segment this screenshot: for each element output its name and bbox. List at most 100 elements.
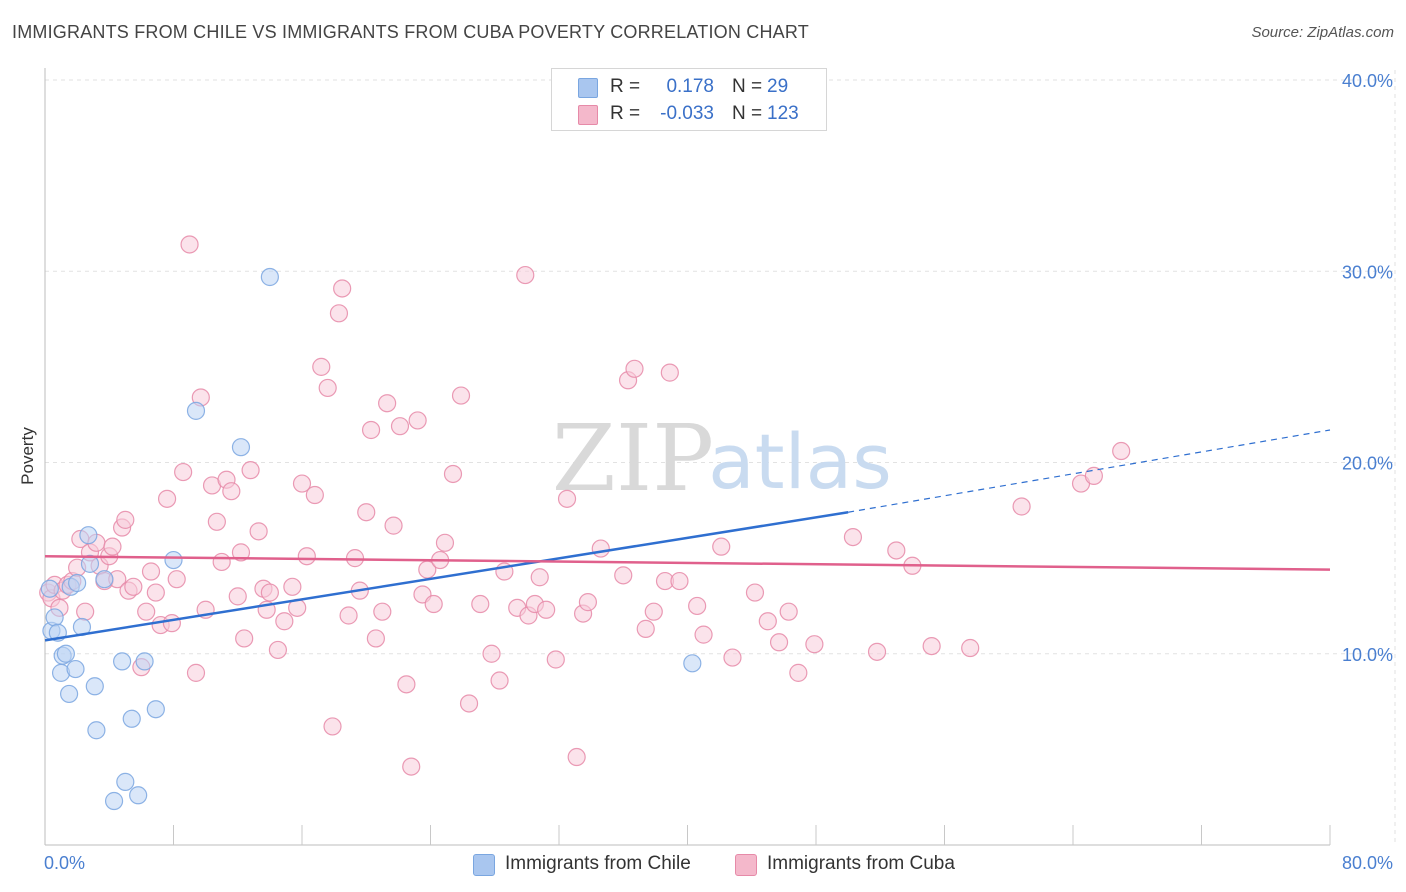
legend-r-label: R =	[610, 103, 641, 124]
legend-n-value: 29	[767, 76, 789, 97]
chile-point	[56, 644, 75, 663]
cuba-point	[268, 640, 288, 660]
cuba-point	[235, 629, 254, 648]
cuba-point	[490, 671, 509, 690]
bottom-legend-swatch-cuba	[735, 854, 757, 876]
cuba-point	[530, 568, 549, 587]
chile-trend-line	[44, 510, 849, 642]
cuba-point	[1012, 497, 1031, 516]
cuba-point	[329, 304, 349, 323]
cuba-point	[459, 694, 479, 713]
cuba-point	[758, 612, 777, 631]
cuba-point	[103, 537, 122, 556]
chile-point	[95, 570, 114, 589]
cuba-point	[333, 279, 352, 298]
chile-point	[116, 772, 135, 791]
cuba-point	[769, 633, 789, 652]
cuba-point	[887, 541, 906, 560]
cuba-point	[546, 650, 565, 669]
cuba-point	[167, 570, 186, 589]
legend-n-value: 123	[767, 103, 799, 124]
cuba-point	[141, 562, 161, 581]
chart-title: IMMIGRANTS FROM CHILE VS IMMIGRANTS FROM…	[12, 22, 809, 42]
cuba-point	[789, 663, 808, 682]
x-tick-label: 80.0%	[1342, 853, 1393, 873]
cuba-point	[180, 235, 199, 254]
cuba-point	[670, 571, 689, 591]
chile-point	[79, 526, 98, 545]
cuba-point	[805, 635, 824, 654]
legend-r-label: R =	[610, 76, 641, 97]
legend-r-value: 0.178	[666, 76, 714, 97]
y-tick-label: 30.0%	[1342, 262, 1393, 282]
cuba-point	[471, 594, 490, 614]
y-tick-label: 40.0%	[1342, 71, 1393, 91]
cuba-point	[516, 265, 535, 285]
cuba-point	[660, 363, 679, 382]
cuba-point	[76, 602, 95, 621]
cuba-point	[249, 522, 268, 541]
cuba-point	[116, 510, 135, 529]
cuba-point	[591, 539, 610, 558]
cuba-point	[1084, 466, 1103, 485]
cuba-point	[162, 614, 181, 633]
chile-point	[80, 554, 100, 573]
cuba-point	[212, 552, 231, 572]
cuba-point	[124, 577, 143, 596]
cuba-point	[390, 417, 410, 436]
chile-point	[85, 677, 104, 696]
cuba-point	[843, 527, 863, 547]
cuba-point	[283, 577, 302, 596]
bottom-legend-label-chile: Immigrants from Chile	[505, 853, 691, 874]
cuba-point	[451, 386, 471, 405]
x-tick-labels: 0.0% 80.0%	[44, 853, 1393, 873]
cuba-point	[318, 378, 337, 398]
cuba-point	[157, 489, 177, 508]
chile-point	[260, 267, 279, 287]
bottom-legend-swatch-chile	[473, 854, 495, 876]
cuba-point	[137, 602, 156, 621]
cuba-point	[292, 474, 312, 493]
y-axis-label: Poverty	[18, 427, 37, 485]
chile-point	[68, 573, 87, 593]
cuba-point	[339, 606, 358, 625]
legend-swatch-chile	[578, 78, 598, 98]
chile-point	[87, 721, 106, 740]
legend-swatch-cuba	[578, 105, 598, 125]
chile-point	[122, 709, 141, 728]
cuba-point	[636, 619, 655, 638]
cuba-point	[186, 663, 206, 682]
chile-point	[186, 401, 206, 420]
chile-point	[104, 791, 124, 811]
cuba-point	[567, 747, 586, 767]
cuba-point	[207, 512, 226, 531]
chile-point	[59, 684, 79, 704]
cuba-point	[712, 537, 731, 556]
chart-source: Source: ZipAtlas.com	[1251, 24, 1394, 41]
legend-n-label: N =	[732, 76, 763, 97]
chile-point	[66, 659, 85, 679]
legend-n-label: N =	[732, 103, 763, 124]
y-tick-label: 10.0%	[1342, 645, 1393, 665]
cuba-point	[146, 583, 165, 602]
cuba-point	[424, 594, 443, 614]
chile-point	[40, 579, 59, 598]
cuba-point	[1112, 441, 1131, 461]
cuba-point	[723, 648, 742, 667]
chile-point	[146, 700, 165, 719]
cuba-point	[384, 516, 403, 535]
cuba-point	[260, 583, 279, 602]
cuba-point	[922, 636, 941, 656]
cuba-point	[537, 600, 556, 619]
chile-point	[45, 608, 64, 627]
cuba-point	[688, 596, 707, 616]
cuba-point	[482, 644, 501, 663]
cuba-point	[779, 602, 798, 621]
axes	[44, 68, 1331, 846]
cuba-trend-line	[44, 554, 1331, 571]
cuba-point	[694, 625, 713, 644]
chile-point	[164, 550, 183, 570]
cuba-point	[644, 602, 663, 621]
cuba-point	[745, 583, 765, 602]
chile-trend-extension	[848, 429, 1331, 513]
